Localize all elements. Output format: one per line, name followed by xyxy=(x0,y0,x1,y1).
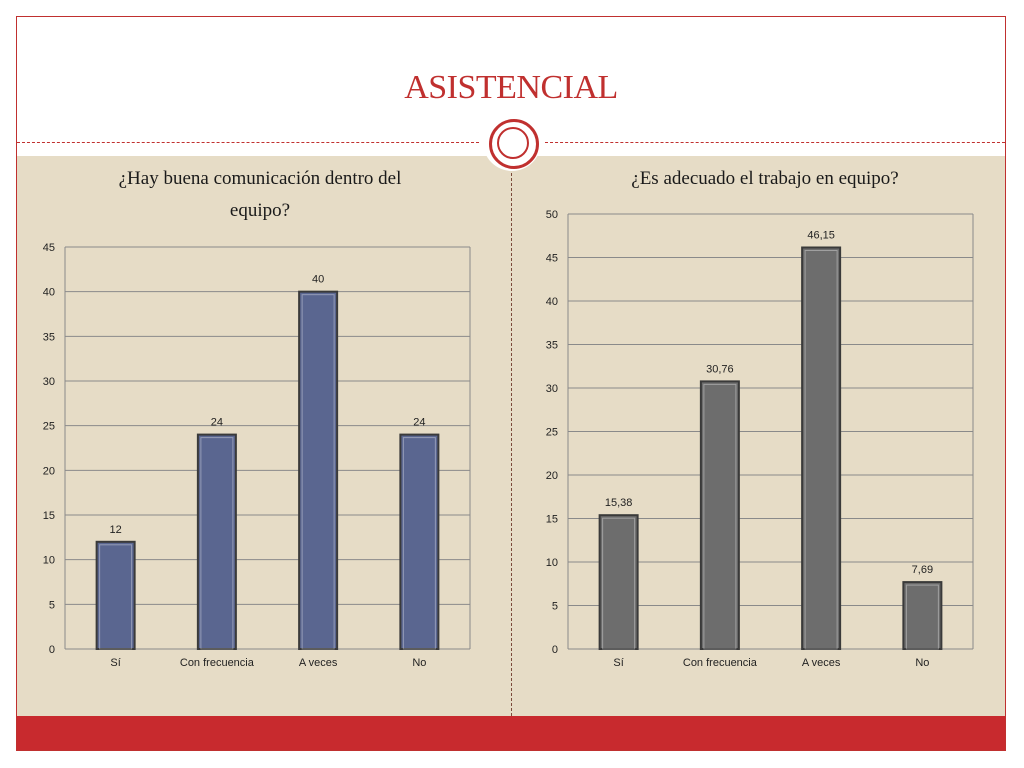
chart-2-bar xyxy=(801,246,842,650)
chart-2-y-tick-label: 35 xyxy=(546,340,558,352)
chart-2-data-label: 46,15 xyxy=(807,229,835,241)
chart-1-bar-highlight xyxy=(402,437,436,650)
chart-1-y-tick-label: 10 xyxy=(43,555,55,567)
chart-1-x-tick-label: Sí xyxy=(110,657,120,669)
chart-2-x-tick-label: No xyxy=(915,657,929,669)
chart-2-y-tick-label: 0 xyxy=(552,644,558,656)
chart-1-bar-highlight xyxy=(301,294,335,650)
chart-2-y-tick-label: 15 xyxy=(546,514,558,526)
chart-1-y-tick-label: 0 xyxy=(49,644,55,656)
chart-2-x-tick-label: Sí xyxy=(613,657,623,669)
chart-1-bar xyxy=(95,540,136,650)
chart-1-bar-highlight xyxy=(99,544,133,650)
chart-2-data-label: 30,76 xyxy=(706,363,734,375)
chart-1-x-tick-label: No xyxy=(412,657,426,669)
chart-1-bar xyxy=(399,433,440,650)
chart-1-x-tick-label: Con frecuencia xyxy=(180,657,255,669)
chart-2-bar-highlight xyxy=(905,584,939,650)
chart-2-y-tick-label: 5 xyxy=(552,601,558,613)
chart-1-data-label: 12 xyxy=(110,524,122,536)
center-divider xyxy=(511,158,512,716)
chart-1-data-label: 24 xyxy=(413,417,425,429)
chart-1-data-label: 40 xyxy=(312,274,324,286)
chart-2-y-tick-label: 50 xyxy=(546,209,558,221)
chart-2-y-tick-label: 10 xyxy=(546,557,558,569)
chart-1-y-tick-label: 30 xyxy=(43,376,55,388)
chart-2-title: ¿Es adecuado el trabajo en equipo? xyxy=(631,168,899,189)
chart-2-y-tick-label: 40 xyxy=(546,296,558,308)
chart-2-y-tick-label: 30 xyxy=(546,383,558,395)
chart-1-data-label: 24 xyxy=(211,417,223,429)
header-divider-left xyxy=(17,142,479,143)
ornament-ring-inner xyxy=(497,127,529,159)
chart-1-y-tick-label: 35 xyxy=(43,331,55,343)
chart-1-bar-highlight xyxy=(200,437,234,650)
chart-2-y-tick-label: 45 xyxy=(546,253,558,265)
chart-2-x-tick-label: Con frecuencia xyxy=(683,657,758,669)
header-divider-right xyxy=(545,142,1005,143)
chart-1-bar xyxy=(196,433,237,650)
footer-bar xyxy=(17,716,1005,750)
chart-1-y-tick-label: 5 xyxy=(49,599,55,611)
chart-1-x-tick-label: A veces xyxy=(299,657,338,669)
slide-title: ASISTENCIAL xyxy=(404,69,618,106)
chart-2-data-label: 7,69 xyxy=(912,564,933,576)
chart-2-data-label: 15,38 xyxy=(605,497,633,509)
chart-2-y-tick-label: 20 xyxy=(546,470,558,482)
chart-1-bar xyxy=(298,290,339,650)
chart-2-bar-highlight xyxy=(804,249,838,650)
chart-1-y-tick-label: 45 xyxy=(43,242,55,254)
chart-1-y-tick-label: 25 xyxy=(43,421,55,433)
chart-2-bar xyxy=(902,581,943,650)
chart-2-bar xyxy=(598,514,639,650)
chart-2-bar-highlight xyxy=(703,383,737,650)
chart-1-title: ¿Hay buena comunicación dentro del equip… xyxy=(118,168,402,221)
chart-1-y-tick-label: 40 xyxy=(43,287,55,299)
chart-1-y-tick-label: 15 xyxy=(43,510,55,522)
chart-2-bar xyxy=(699,380,740,650)
chart-1-y-tick-label: 20 xyxy=(43,465,55,477)
chart-2-bar-highlight xyxy=(602,517,636,650)
chart-2-x-tick-label: A veces xyxy=(802,657,841,669)
chart-2-y-tick-label: 25 xyxy=(546,427,558,439)
